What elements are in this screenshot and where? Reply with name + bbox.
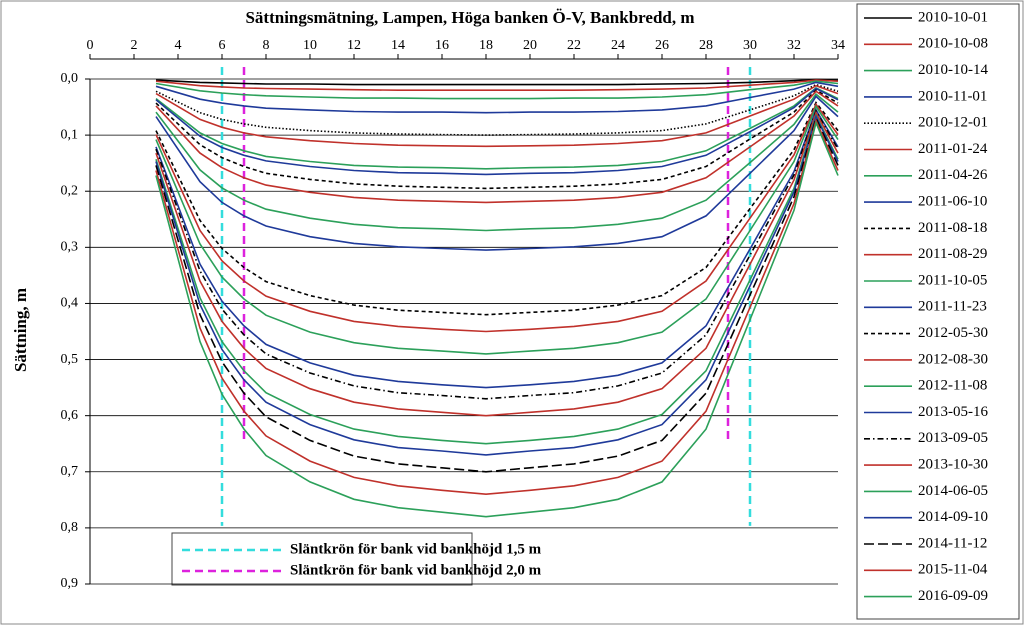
series-line: [155, 118, 839, 496]
legend-label: 2013-09-05: [918, 430, 988, 446]
legend-label: 2012-08-30: [918, 351, 988, 367]
legend-label: 2011-08-18: [918, 220, 987, 236]
legend-label: 2010-10-01: [918, 9, 988, 25]
legend-label: 2014-09-10: [918, 509, 988, 525]
x-tick-label: 22: [567, 38, 581, 53]
legend-label: 2010-11-01: [918, 88, 987, 104]
series-line: [155, 83, 839, 136]
y-tick-label: 0,4: [61, 296, 79, 311]
y-tick-label: 0,5: [61, 352, 79, 367]
legend-label: 2012-11-08: [918, 378, 987, 394]
x-tick-label: 6: [219, 38, 226, 53]
y-tick-label: 0,8: [61, 520, 79, 535]
y-tick-label: 0,9: [61, 576, 79, 591]
series-line: [155, 80, 839, 100]
series-line: [155, 95, 839, 251]
x-tick-label: 14: [391, 38, 405, 53]
y-tick-label: 0,1: [61, 127, 79, 142]
x-tick-label: 4: [175, 38, 182, 53]
x-tick-label: 16: [435, 38, 449, 53]
legend-label: 2011-01-24: [918, 141, 988, 157]
legend-label: 2016-09-09: [918, 588, 988, 604]
series-line: [155, 120, 839, 518]
x-tick-label: 20: [523, 38, 537, 53]
series-line: [155, 89, 839, 190]
legend-label: 2010-10-14: [918, 62, 988, 78]
legend-label: 2010-10-08: [918, 36, 988, 52]
x-tick-label: 10: [303, 38, 317, 53]
legend-label: 2011-04-26: [918, 167, 988, 183]
y-tick-label: 0,0: [61, 71, 79, 86]
reference-legend-box: [171, 532, 473, 586]
series-line: [155, 109, 839, 400]
x-tick-label: 30: [743, 38, 757, 53]
legend-label: 2011-11-23: [918, 299, 987, 315]
y-axis-label: Sättning, m: [11, 288, 30, 372]
series-line: [155, 116, 839, 473]
reference-legend-label: Släntkrön för bank vid bankhöjd 1,5 m: [290, 541, 542, 557]
legend-label: 2012-05-30: [918, 325, 988, 341]
y-tick-label: 0,2: [61, 183, 79, 198]
series-line: [155, 113, 839, 445]
legend-label: 2011-06-10: [918, 194, 987, 210]
chart-title: Sättningsmätning, Lampen, Höga banken Ö-…: [245, 8, 694, 27]
y-tick-label: 0,7: [61, 464, 79, 479]
x-tick-label: 24: [611, 38, 625, 53]
series-line: [155, 104, 839, 355]
series-line: [155, 81, 839, 114]
x-tick-label: 28: [699, 38, 713, 53]
x-tick-label: 8: [263, 38, 270, 53]
legend-box: [856, 3, 1020, 620]
series-line: [155, 87, 839, 176]
series-line: [155, 102, 839, 333]
series-line: [155, 101, 839, 316]
series-line: [155, 110, 839, 417]
x-tick-label: 18: [479, 38, 493, 53]
legend-label: 2014-11-12: [918, 535, 987, 551]
legend-label: 2013-10-30: [918, 457, 988, 473]
series-line: [155, 79, 839, 91]
series-line: [155, 108, 839, 389]
legend-label: 2011-10-05: [918, 272, 987, 288]
legend-label: 2010-12-01: [918, 115, 988, 131]
x-tick-label: 12: [347, 38, 361, 53]
series-line: [155, 87, 839, 170]
legend-label: 2011-08-29: [918, 246, 987, 262]
series-line: [155, 114, 839, 456]
y-tick-label: 0,3: [61, 240, 79, 255]
reference-legend-label: Släntkrön för bank vid bankhöjd 2,0 m: [290, 562, 542, 578]
x-tick-label: 26: [655, 38, 669, 53]
x-tick-label: 2: [131, 38, 138, 53]
series-line: [155, 93, 839, 232]
x-tick-label: 34: [831, 38, 845, 53]
legend-label: 2014-06-05: [918, 483, 988, 499]
legend-label: 2013-05-16: [918, 404, 988, 420]
series-line: [155, 90, 839, 204]
x-tick-label: 0: [87, 38, 94, 53]
series-line: [155, 78, 839, 86]
series-line: [155, 84, 839, 148]
x-tick-label: 32: [787, 38, 801, 53]
legend-label: 2015-11-04: [918, 562, 988, 578]
y-tick-label: 0,6: [61, 408, 79, 423]
